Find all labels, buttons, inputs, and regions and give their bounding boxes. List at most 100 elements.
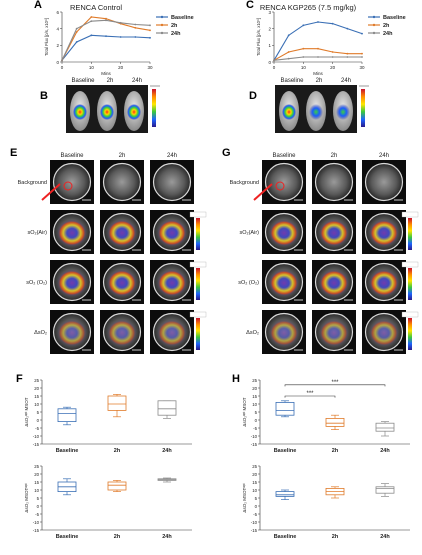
y-tick-label: 5 <box>37 410 40 415</box>
arrow-icon <box>253 183 273 201</box>
y-tick-label: -5 <box>35 426 39 431</box>
data-point <box>105 35 107 38</box>
box-baseline <box>57 408 77 422</box>
bioluminescence-signal <box>73 104 87 120</box>
panel-letter: A <box>34 0 42 11</box>
color-scale-label-box <box>401 211 419 218</box>
panel-letter: E <box>10 147 17 159</box>
y-tick-label: -10 <box>251 434 258 439</box>
color-scale-bar <box>196 318 200 350</box>
y-tick-label: 25 <box>34 464 39 469</box>
significance-bracket <box>284 384 386 387</box>
line-chart-a: A RENCA Control 0 2 4 6 0 10 20 30 Mins Total Flux … <box>34 0 194 76</box>
oxygenation-overlay <box>57 219 87 247</box>
body-outline <box>52 312 92 352</box>
body-outline <box>364 162 404 202</box>
x-tick-label: 0 <box>61 65 64 70</box>
data-point <box>317 21 319 23</box>
series-line-24h <box>61 19 151 61</box>
data-point <box>361 32 363 35</box>
data-point <box>90 34 93 37</box>
msot-column-label: Baseline <box>60 153 84 159</box>
x-tick-label: 30 <box>147 65 153 70</box>
data-point <box>361 56 363 58</box>
data-point <box>75 27 78 30</box>
chart-title: RENCA KGP265 (7.5 mg/kg) <box>260 3 357 12</box>
body-outline <box>152 312 192 352</box>
bioluminescence-panel-d: D Baseline 2h 24h <box>249 78 369 133</box>
x-category-label: 24h <box>162 534 172 540</box>
y-tick-label: 15 <box>252 394 257 399</box>
x-category-label: Baseline <box>274 448 297 454</box>
mouse-column-label: Baseline <box>280 78 304 84</box>
y-tick-label: -5 <box>35 512 39 517</box>
legend-label: 24h <box>171 31 181 37</box>
tissue-section <box>265 163 303 201</box>
msot-row-label: sO₂ (O₂) <box>26 280 47 286</box>
y-axis-label: Total Flux [p/s, x10⁹] <box>256 18 261 56</box>
y-tick-label: 20 <box>252 386 257 391</box>
msot-row-label: sO₂(Air) <box>239 230 259 236</box>
msot-column-label: 2h <box>119 153 126 159</box>
box-2h <box>325 417 345 427</box>
body-outline <box>52 212 92 252</box>
msot-grid-e: E Baseline 2h 24h Background sO₂(Air) sO₂ (O₂)… <box>10 147 207 354</box>
data-point <box>119 36 122 38</box>
oxygenation-overlay <box>157 219 187 247</box>
legend-marker <box>372 23 376 27</box>
legend-label: 2h <box>383 23 390 29</box>
legend-marker <box>160 15 164 19</box>
x-tick-label: 20 <box>118 65 124 70</box>
body-outline <box>364 212 404 252</box>
data-point <box>346 52 349 55</box>
data-point <box>149 36 151 39</box>
boxplot-panel-f: F -15 -10 -5 0 5 10 15 20 25 ΔsO₂ᵃᵖᵗ MSOT Baseline 2… <box>16 373 192 540</box>
y-tick-label: -10 <box>33 520 40 525</box>
data-point <box>287 51 290 53</box>
oxygenation-overlay <box>269 219 299 247</box>
body-outline <box>314 212 354 252</box>
body-outline <box>364 312 404 352</box>
legend-label: 2h <box>171 23 178 29</box>
y-tick-label: -15 <box>33 528 40 533</box>
x-category-label: 24h <box>380 448 390 454</box>
y-tick-label: 3 <box>268 10 271 15</box>
x-category-label: Baseline <box>56 534 79 540</box>
y-axis-label: Total Flux [p/s, x10⁹] <box>44 18 49 56</box>
x-tick-label: 20 <box>330 65 336 70</box>
data-point <box>346 27 349 30</box>
data-point <box>302 24 305 27</box>
data-point <box>317 47 319 50</box>
legend-marker <box>160 23 164 27</box>
y-tick-label: -15 <box>251 528 258 533</box>
color-scale-bar <box>361 89 365 127</box>
panel-letter: G <box>222 147 231 159</box>
y-tick-label: 20 <box>34 472 39 477</box>
mouse-column-label: 24h <box>341 78 351 84</box>
msot-row-label: sO₂(Air) <box>27 230 47 236</box>
significance-label: *** <box>331 380 339 386</box>
body-outline <box>264 262 304 302</box>
body-outline <box>102 312 142 352</box>
data-point <box>134 36 137 38</box>
body-outline <box>52 262 92 302</box>
series-line-2h <box>61 16 151 61</box>
boxplot-panel-h: H -15 -10 -5 0 5 10 15 20 25 ΔsO₂ᵃᵖᵗ MSOT Baseline 2… <box>232 373 410 540</box>
data-point <box>149 29 151 32</box>
data-point <box>287 34 290 37</box>
tissue-section <box>315 163 353 201</box>
y-tick-label: 5 <box>255 496 258 501</box>
oxygenation-overlay <box>57 319 87 347</box>
tissue-section <box>103 163 141 201</box>
oxygenation-overlay <box>319 219 349 247</box>
x-category-label: 2h <box>332 448 339 454</box>
y-axis-label: ΔsO₂ MSOTᵃᵖᵗ <box>24 483 29 512</box>
y-tick-label: 4 <box>56 26 59 31</box>
color-scale-label-box <box>401 311 419 318</box>
body-outline <box>102 262 142 302</box>
legend-marker <box>372 31 376 35</box>
x-tick-label: 0 <box>273 65 276 70</box>
oxygenation-overlay <box>319 319 349 347</box>
panel-letter: F <box>16 373 23 385</box>
oxygenation-overlay <box>269 319 299 347</box>
